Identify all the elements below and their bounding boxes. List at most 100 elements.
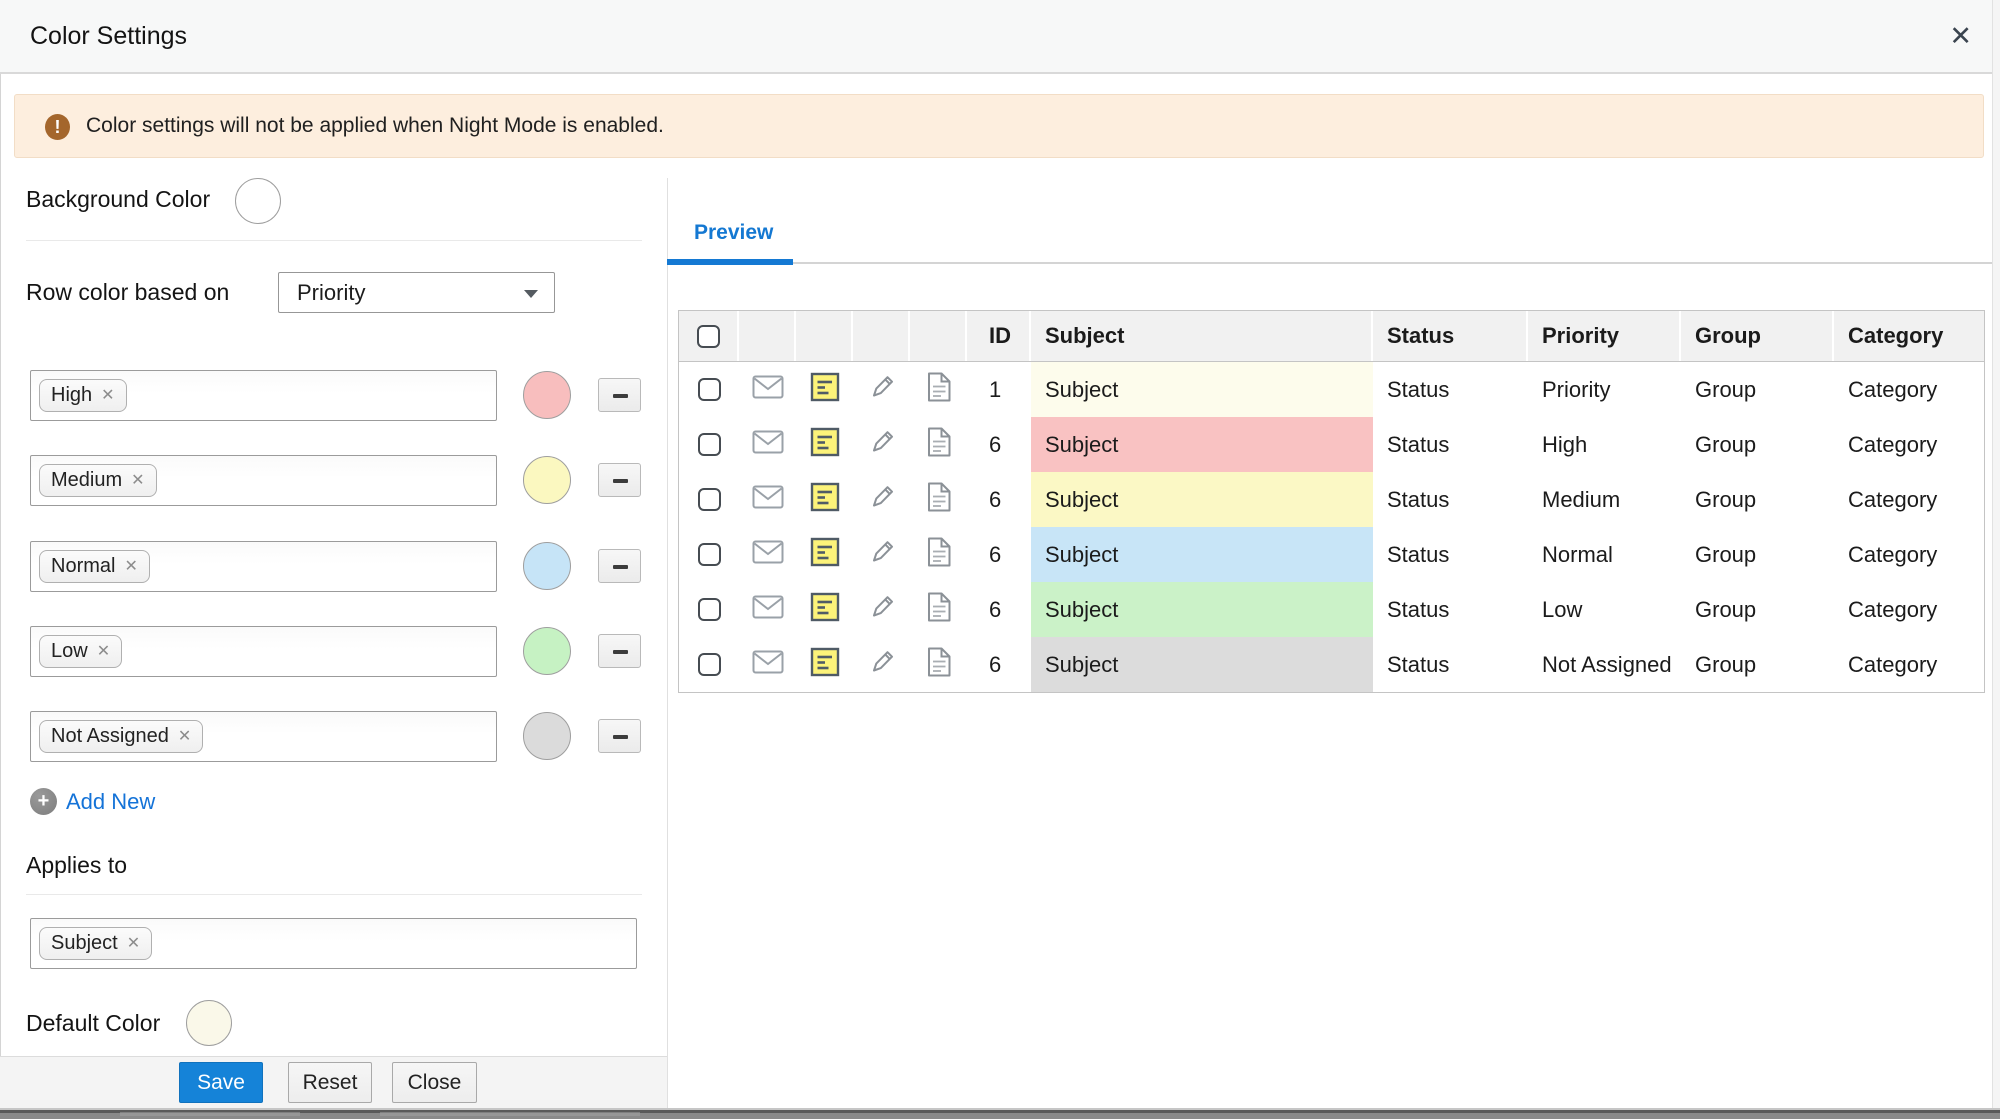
color-swatch[interactable] [523, 627, 571, 675]
chevron-down-icon [524, 290, 538, 298]
warning-icon: ! [45, 114, 70, 140]
status-cell: Status [1387, 541, 1450, 567]
priority-cell: Low [1542, 596, 1583, 622]
priority-cell: Priority [1542, 376, 1611, 402]
category-cell: Category [1848, 486, 1938, 512]
save-button[interactable]: Save [179, 1062, 263, 1103]
category-cell: Category [1848, 541, 1938, 567]
tag-remove-icon[interactable]: ✕ [177, 727, 192, 745]
add-new-button[interactable]: + Add New [30, 788, 155, 815]
close-button[interactable]: Close [392, 1062, 477, 1103]
status-cell: Status [1387, 486, 1450, 512]
category-cell: Category [1848, 651, 1938, 677]
id-cell: 1 [989, 376, 1002, 402]
table-row: 1 Subject Status Priority Group Category [679, 362, 1984, 417]
default-color-swatch[interactable] [186, 1000, 232, 1046]
remove-row-button[interactable] [598, 549, 641, 583]
color-swatch[interactable] [523, 456, 571, 504]
remove-row-button[interactable] [598, 719, 641, 753]
tag-remove-icon[interactable]: ✕ [131, 471, 145, 489]
id-cell: 6 [989, 596, 1002, 622]
pencil-icon [868, 373, 896, 407]
color-swatch[interactable] [523, 371, 571, 419]
col-header-group: Group [1681, 311, 1834, 361]
tag-input[interactable]: Medium ✕ [30, 455, 497, 506]
tag-chip: Subject ✕ [39, 927, 153, 960]
select-all-checkbox[interactable] [696, 324, 720, 348]
note-icon [810, 427, 840, 463]
remove-row-button[interactable] [598, 634, 641, 668]
footer-bar: Save Reset Close [0, 1056, 667, 1108]
minus-icon [613, 394, 628, 398]
row-checkbox[interactable] [697, 488, 721, 511]
category-cell: Category [1848, 596, 1938, 622]
subject-cell: Subject [1031, 582, 1373, 637]
tag-chip-label: Low [51, 640, 88, 662]
row-checkbox[interactable] [697, 433, 721, 456]
remove-row-button[interactable] [598, 378, 641, 412]
pencil-icon [868, 593, 896, 627]
remove-row-button[interactable] [598, 463, 641, 497]
table-row: 6 Subject Status Normal Group Category [679, 527, 1984, 582]
tag-chip-label: High [51, 384, 93, 406]
page-icon [926, 372, 952, 408]
header-checkbox-cell [679, 311, 739, 361]
row-checkbox[interactable] [697, 543, 721, 566]
tag-input[interactable]: Not Assigned ✕ [30, 711, 497, 762]
warning-banner: ! Color settings will not be applied whe… [14, 94, 1984, 158]
background-color-swatch[interactable] [235, 178, 281, 224]
subject-cell: Subject [1031, 417, 1373, 472]
page-icon [926, 592, 952, 628]
tag-remove-icon[interactable]: ✕ [101, 386, 115, 404]
close-icon[interactable]: ✕ [1949, 21, 1972, 51]
pencil-icon [868, 428, 896, 462]
tag-chip: Low ✕ [39, 635, 123, 668]
priority-cell: Medium [1542, 486, 1621, 512]
bottom-page-strip-detail [120, 1112, 300, 1116]
reset-button[interactable]: Reset [288, 1062, 372, 1103]
row-color-select[interactable]: Priority [278, 272, 555, 313]
mail-icon [752, 485, 784, 515]
tag-remove-icon[interactable]: ✕ [126, 934, 141, 952]
tab-baseline [793, 262, 1992, 264]
tag-chip-label: Medium [51, 469, 123, 491]
col-header-category: Category [1834, 311, 1984, 361]
group-cell: Group [1695, 431, 1757, 457]
tag-input[interactable]: High ✕ [30, 370, 497, 421]
table-row: 6 Subject Status Medium Group Category [679, 472, 1984, 527]
minus-icon [613, 735, 628, 739]
col-header-subject: Subject [1031, 311, 1373, 361]
row-checkbox[interactable] [697, 653, 721, 676]
group-cell: Group [1695, 596, 1757, 622]
applies-to-label: Applies to [26, 852, 128, 878]
row-checkbox[interactable] [697, 378, 721, 401]
status-cell: Status [1387, 376, 1450, 402]
tag-input[interactable]: Low ✕ [30, 626, 497, 677]
note-icon [810, 372, 840, 408]
id-cell: 6 [989, 486, 1002, 512]
panel-divider [667, 178, 668, 1108]
table-header-row: ID Subject Status Priority Group Categor… [679, 311, 1984, 362]
preview-table: ID Subject Status Priority Group Categor… [678, 310, 1985, 693]
note-icon [810, 592, 840, 628]
row-checkbox[interactable] [697, 598, 721, 621]
mail-icon [752, 650, 784, 680]
tag-input[interactable]: Normal ✕ [30, 541, 497, 592]
id-cell: 6 [989, 651, 1002, 677]
tag-chip: High ✕ [39, 379, 127, 412]
page-icon [926, 482, 952, 518]
tag-remove-icon[interactable]: ✕ [96, 642, 111, 660]
color-swatch[interactable] [523, 712, 571, 760]
category-cell: Category [1848, 376, 1938, 402]
right-scrollbar[interactable] [1992, 0, 2000, 1119]
mail-icon [752, 375, 784, 405]
group-cell: Group [1695, 541, 1757, 567]
applies-to-input[interactable]: Subject ✕ [30, 918, 637, 969]
pencil-icon [868, 648, 896, 682]
tab-preview[interactable]: Preview [694, 221, 774, 244]
tag-remove-icon[interactable]: ✕ [124, 557, 138, 575]
color-swatch[interactable] [523, 542, 571, 590]
group-cell: Group [1695, 486, 1757, 512]
note-icon [810, 482, 840, 518]
